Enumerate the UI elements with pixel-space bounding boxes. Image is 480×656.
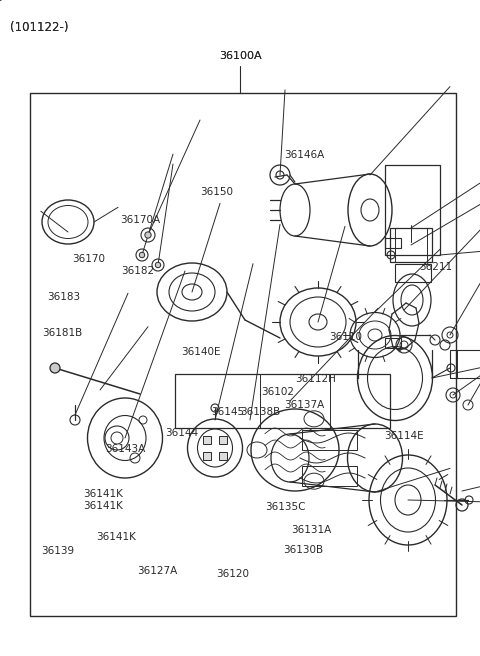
Text: 36141K: 36141K	[83, 489, 123, 499]
Text: 36100A: 36100A	[219, 51, 261, 61]
Text: 36183: 36183	[47, 292, 80, 302]
Text: 36137A: 36137A	[285, 400, 325, 411]
Text: 36144: 36144	[166, 428, 199, 438]
Bar	[30, 93, 456, 616]
Bar	[203, 436, 211, 444]
Bar	[203, 452, 211, 460]
Text: 36146A: 36146A	[285, 150, 325, 161]
Circle shape	[139, 253, 144, 258]
Bar	[390, 228, 432, 262]
Bar	[385, 238, 401, 248]
Text: 36112H: 36112H	[295, 374, 336, 384]
Text: 36110: 36110	[329, 331, 362, 342]
Text: (101122-): (101122-)	[10, 21, 68, 34]
Text: 36139: 36139	[41, 546, 74, 556]
Text: 36140E: 36140E	[181, 347, 221, 358]
Bar	[395, 264, 431, 282]
Text: 36170: 36170	[72, 254, 105, 264]
Text: 36130B: 36130B	[283, 544, 324, 555]
Text: 36182: 36182	[121, 266, 155, 276]
Text: 36135C: 36135C	[265, 502, 306, 512]
Text: 36138B: 36138B	[240, 407, 280, 417]
Text: 36170A: 36170A	[120, 215, 160, 225]
Text: 36120: 36120	[216, 569, 249, 579]
Bar	[302, 466, 357, 486]
Text: 36145: 36145	[211, 407, 244, 417]
Bar	[385, 165, 440, 255]
Bar	[219, 436, 227, 444]
Bar	[219, 452, 227, 460]
Circle shape	[145, 232, 151, 238]
Text: 36141K: 36141K	[83, 501, 123, 512]
Text: 36131A: 36131A	[291, 525, 332, 535]
Circle shape	[156, 262, 161, 268]
Circle shape	[50, 363, 60, 373]
Text: 36211: 36211	[419, 262, 452, 272]
Bar	[385, 338, 401, 348]
Text: 36127A: 36127A	[137, 565, 177, 576]
Text: 36181B: 36181B	[42, 328, 83, 338]
Text: 36141K: 36141K	[96, 531, 136, 542]
Text: 36150: 36150	[200, 187, 233, 197]
Bar	[175, 374, 390, 428]
Bar	[450, 350, 480, 378]
Text: 36100A: 36100A	[219, 51, 261, 61]
Text: 36114E: 36114E	[384, 431, 424, 441]
Text: 36102: 36102	[262, 386, 295, 397]
Text: 36143A: 36143A	[106, 444, 146, 455]
Text: (101122-): (101122-)	[10, 21, 68, 34]
Bar	[302, 430, 357, 450]
